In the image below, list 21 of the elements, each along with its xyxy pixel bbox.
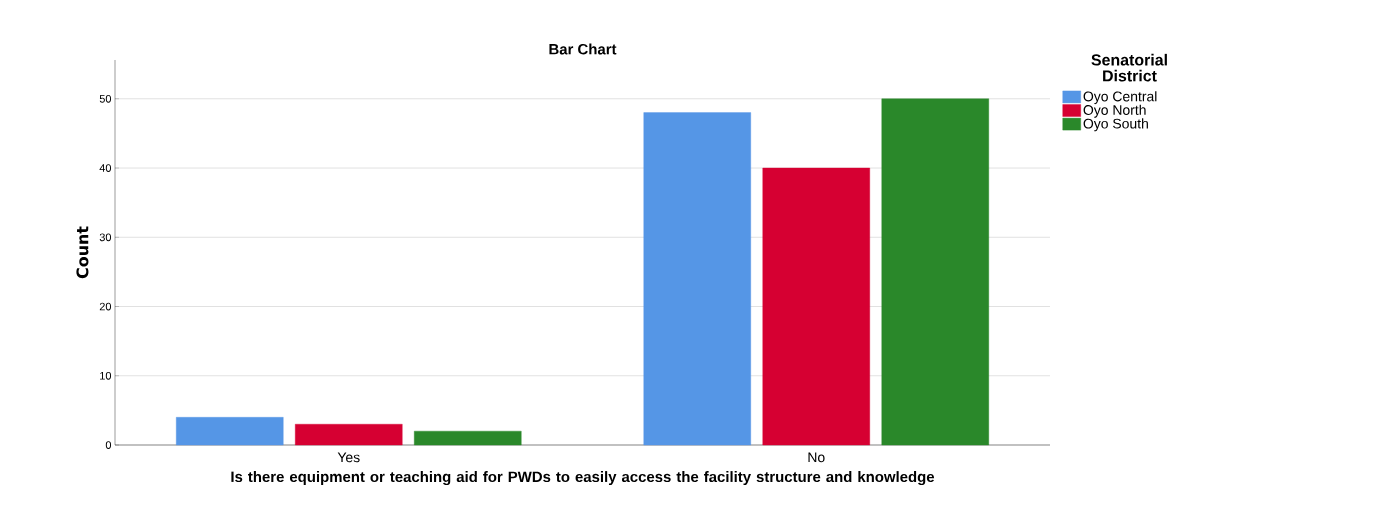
y-tick-label: 20	[99, 302, 112, 311]
bar	[643, 112, 751, 446]
y-tick-label: 40	[99, 164, 112, 172]
legend-label: Oyo North	[1083, 104, 1146, 118]
bar	[295, 424, 403, 446]
y-axis-title: Count	[76, 226, 89, 279]
bar	[414, 430, 522, 446]
x-axis-title: Is there equipment or teaching aid for PWDs to easily access the facility structure and knowledge	[231, 471, 935, 486]
legend-label: Oyo South	[1083, 118, 1148, 132]
bar	[762, 167, 870, 446]
chart-title: Bar Chart	[549, 43, 617, 55]
bar	[881, 98, 989, 446]
y-tick-label: 10	[100, 371, 112, 380]
y-tick-label: 30	[99, 233, 112, 242]
bar	[176, 417, 284, 446]
y-tick-label: 50	[99, 94, 112, 103]
x-tick-label: Yes	[337, 452, 360, 463]
legend-title: Senatorial District	[1091, 53, 1167, 82]
x-tick-label: No	[808, 452, 825, 463]
y-tick-label: 0	[105, 441, 112, 449]
legend-label: Oyo Central	[1083, 91, 1157, 105]
